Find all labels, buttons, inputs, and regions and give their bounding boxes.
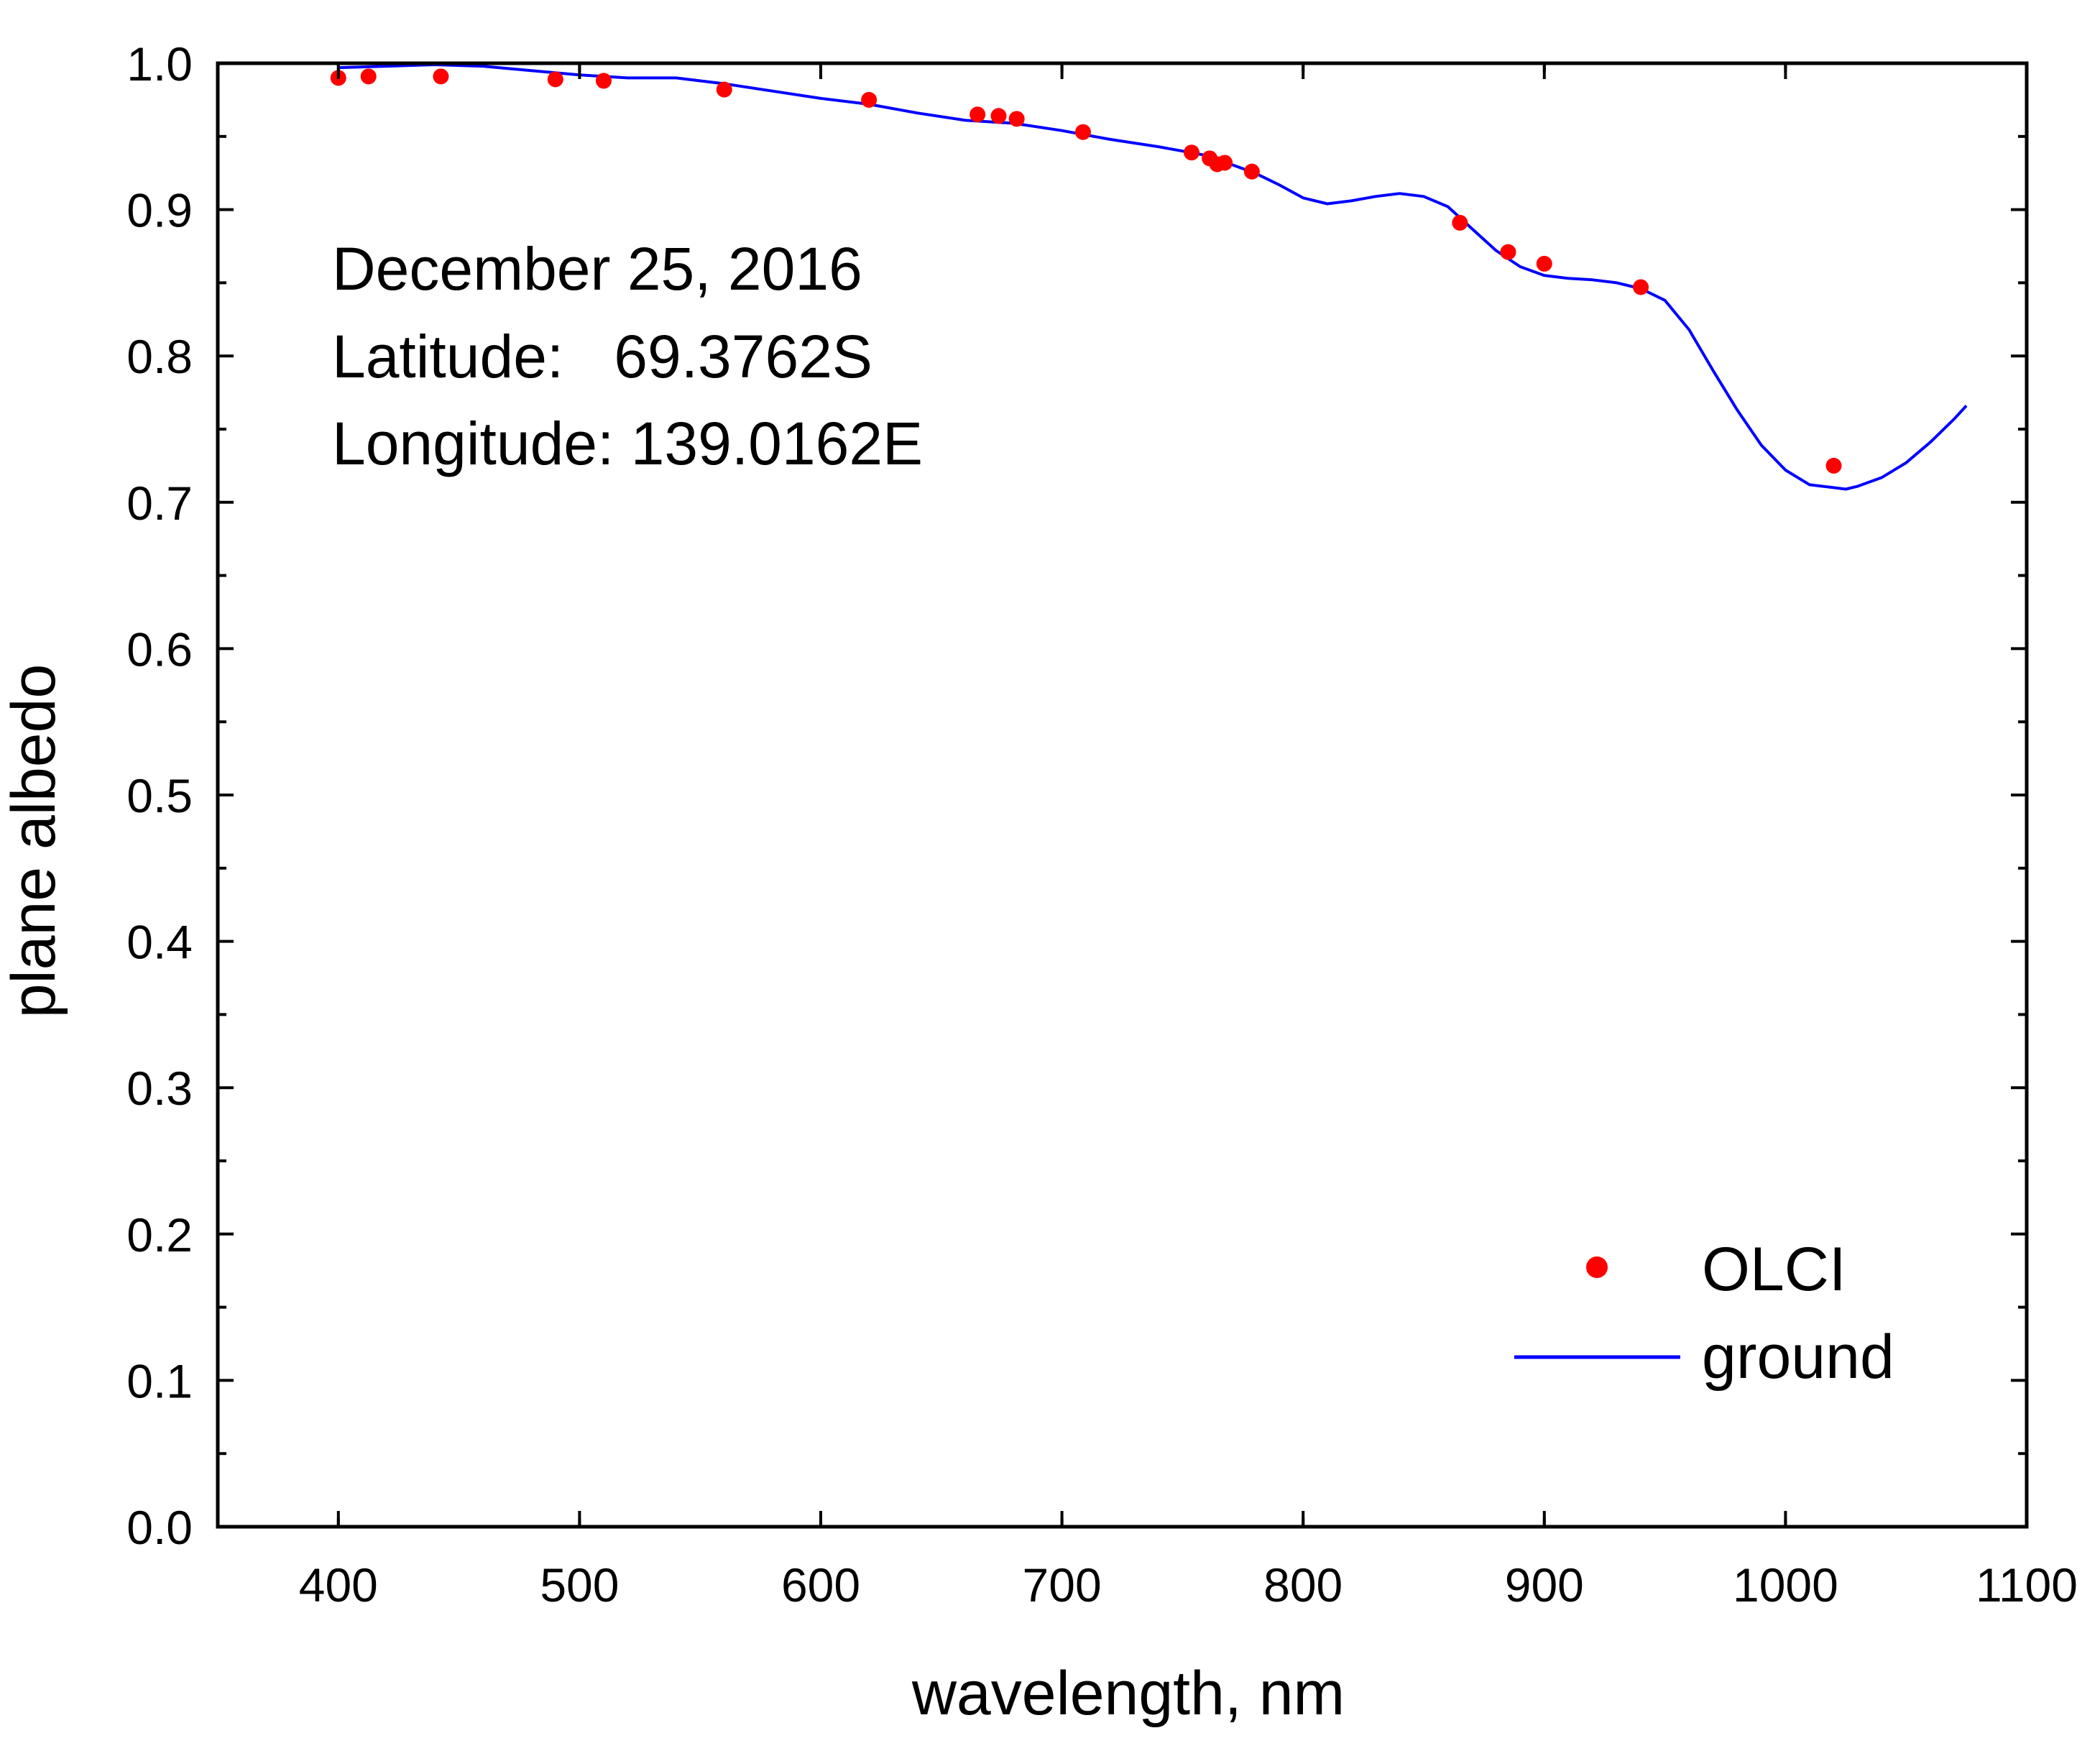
olci-point xyxy=(1633,279,1649,295)
y-tick-label: 0.7 xyxy=(126,477,193,530)
ground-line xyxy=(338,63,1968,491)
olci-series xyxy=(330,68,1842,474)
y-tick-label: 0.4 xyxy=(126,916,193,969)
y-tick-label: 0.8 xyxy=(126,330,193,383)
x-tick-label: 700 xyxy=(1023,1558,1102,1612)
x-tick-label: 900 xyxy=(1505,1558,1584,1612)
annotation-longitude: Longitude: 139.0162E xyxy=(332,410,923,477)
x-tick-label: 1100 xyxy=(1976,1558,2078,1612)
olci-point xyxy=(547,71,563,88)
y-tick-label: 0.3 xyxy=(126,1062,193,1115)
olci-point xyxy=(1074,124,1091,140)
y-tick-label: 1.0 xyxy=(126,37,193,91)
olci-point xyxy=(1500,244,1516,260)
y-tick-labels: 0.0 0.1 0.2 0.3 0.4 0.5 0.6 0.7 0.8 0.9 1.0 xyxy=(126,37,193,1554)
x-tick-labels: 400 500 600 700 800 900 1000 1100 xyxy=(299,1558,2078,1612)
y-tick-label: 0.9 xyxy=(126,184,193,237)
olci-point xyxy=(1243,163,1260,180)
olci-point xyxy=(1452,214,1468,231)
x-tick-label: 400 xyxy=(299,1558,378,1612)
olci-point xyxy=(716,81,732,98)
y-axis-title: plane albedo xyxy=(0,664,68,1019)
x-tick-label: 1000 xyxy=(1733,1558,1838,1612)
olci-point xyxy=(1536,255,1552,272)
legend-ground-label: ground xyxy=(1702,1323,1894,1392)
x-tick-label: 800 xyxy=(1263,1558,1343,1612)
olci-point xyxy=(1217,155,1233,171)
olci-point xyxy=(1825,457,1842,474)
plot-frame xyxy=(216,61,2029,1529)
x-axis-title: wavelength, nm xyxy=(911,1659,1345,1728)
y-tick-label: 0.1 xyxy=(126,1354,193,1407)
olci-point xyxy=(595,73,612,89)
annotation-date: December 25, 2016 xyxy=(332,235,862,303)
y-tick-label: 0.0 xyxy=(126,1501,193,1554)
olci-point xyxy=(433,68,449,85)
y-tick-label: 0.2 xyxy=(126,1208,193,1261)
olci-point xyxy=(990,108,1007,124)
legend: OLCI ground xyxy=(1514,1235,1894,1392)
ground-series xyxy=(338,63,1968,491)
legend-olci-marker xyxy=(1586,1256,1608,1278)
olci-point xyxy=(1183,144,1199,161)
annotation-latitude: Latitude: 69.3762S xyxy=(332,323,872,390)
olci-point xyxy=(861,91,878,108)
olci-point xyxy=(970,106,986,123)
olci-point xyxy=(1008,111,1025,127)
legend-olci-label: OLCI xyxy=(1702,1235,1846,1304)
y-tick-label: 0.5 xyxy=(126,769,193,822)
x-tick-label: 600 xyxy=(781,1558,860,1612)
olci-point xyxy=(360,68,377,85)
y-tick-label: 0.6 xyxy=(126,622,193,676)
x-tick-label: 500 xyxy=(540,1558,619,1612)
